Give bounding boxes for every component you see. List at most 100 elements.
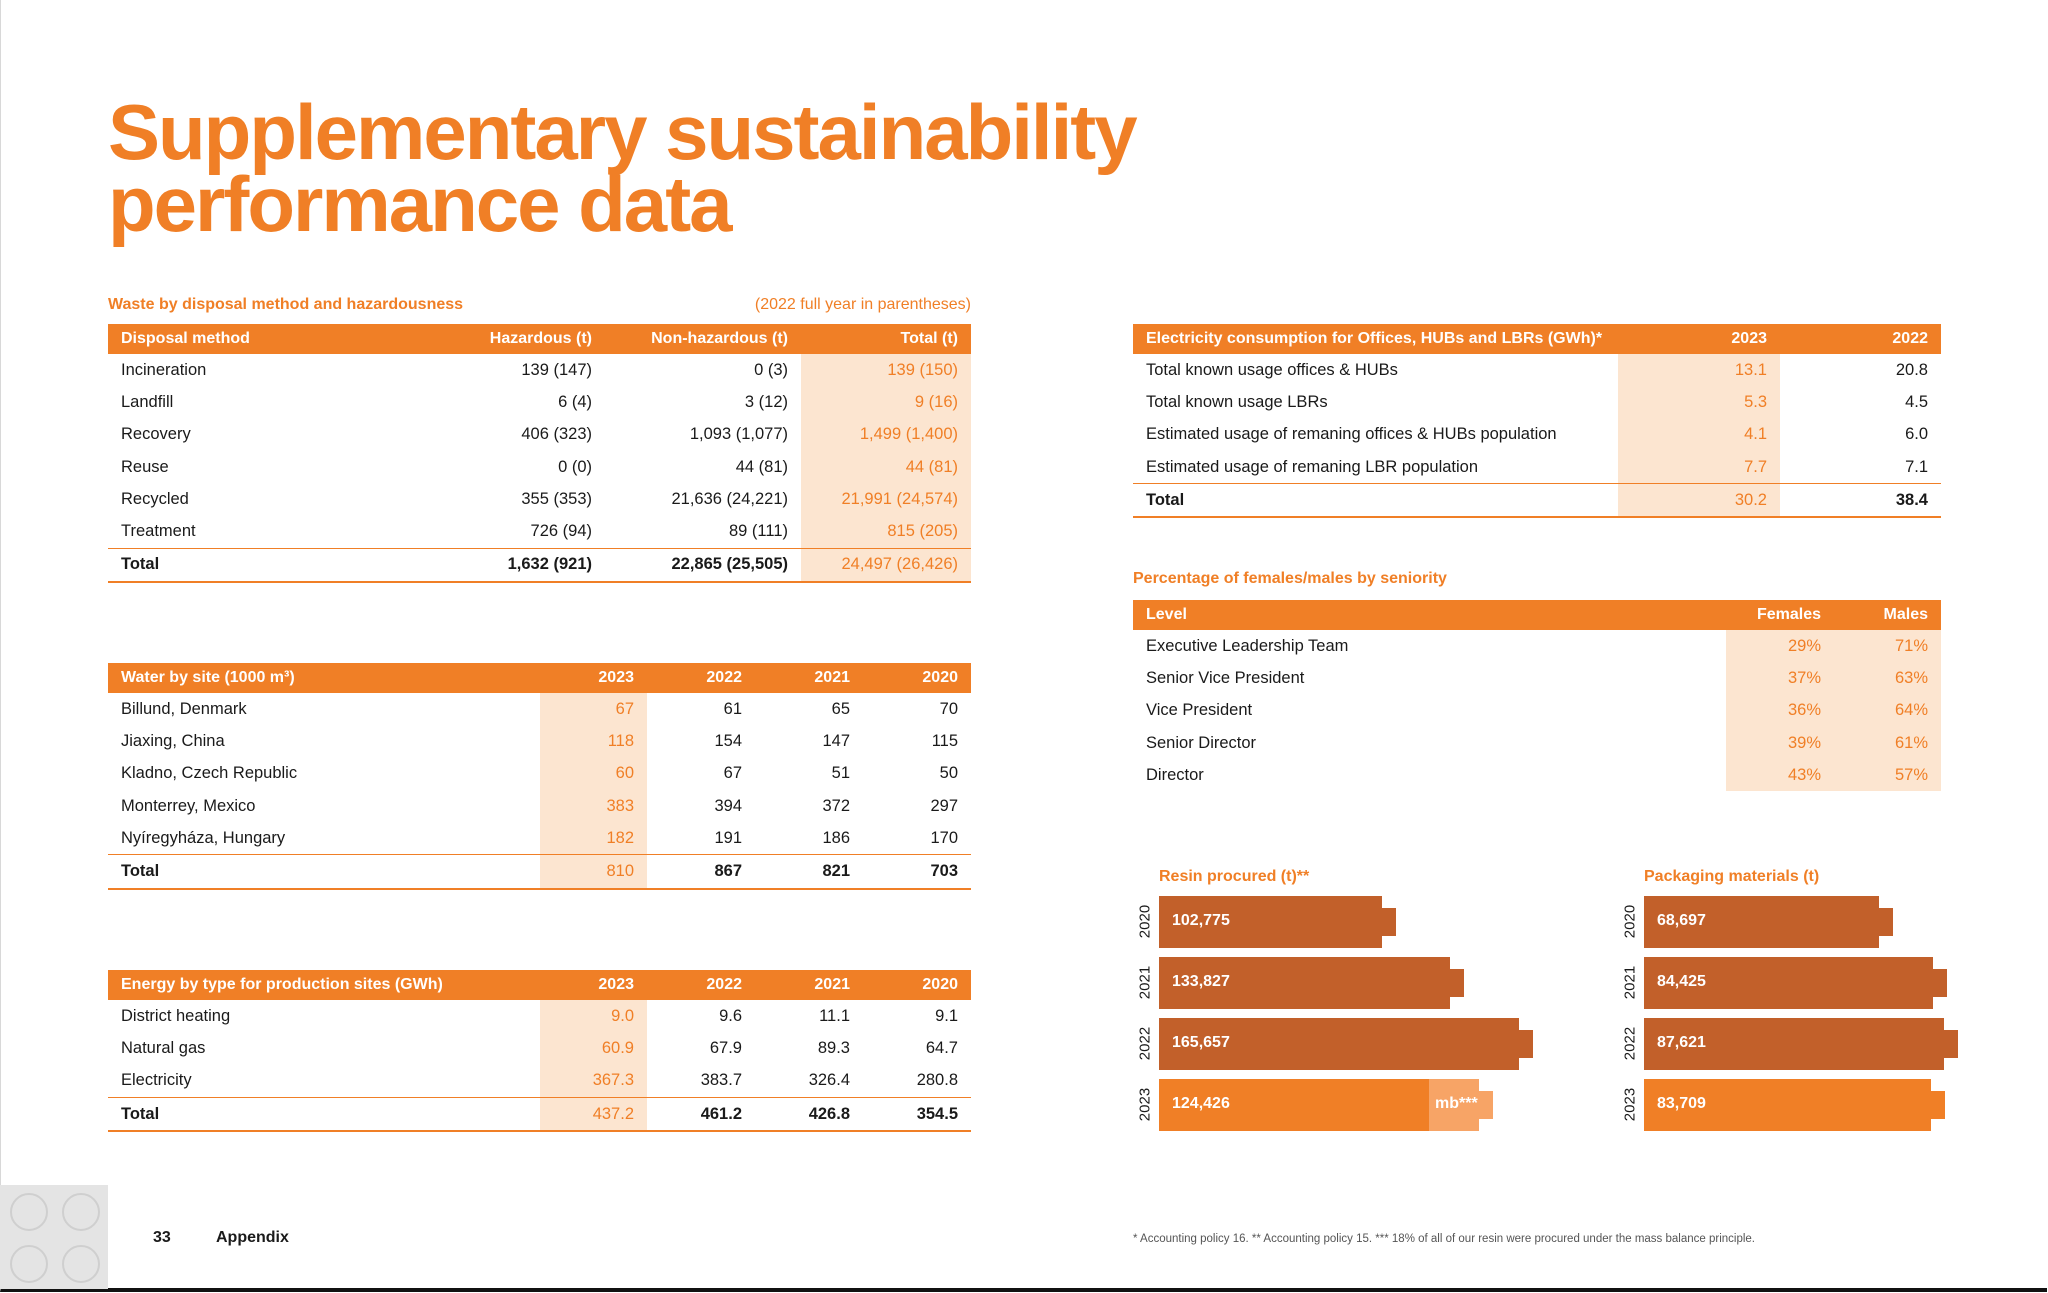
section-name: Appendix	[216, 1229, 289, 1246]
bar	[1644, 957, 1933, 1009]
seniority-cell: Senior Director	[1146, 733, 1257, 752]
waste-cell: 0 (3)	[754, 360, 788, 379]
electricity-cell: 7.7	[1618, 450, 1780, 484]
seniority-cell: Senior Vice President	[1146, 668, 1305, 687]
seniority-table-title: Percentage of females/males by seniority	[1133, 570, 1447, 587]
energy-row: Natural gas 60.9 67.9 89.3 64.7	[108, 1032, 971, 1065]
waste-cell: Recovery	[121, 425, 191, 444]
energy-cell: 326.4	[808, 1071, 850, 1090]
water-row: Monterrey, Mexico 383 394 372 297	[108, 789, 971, 823]
waste-cell: 21,636 (24,221)	[671, 489, 788, 508]
seniority-cell: 36%	[1726, 694, 1834, 727]
bar	[1644, 896, 1879, 948]
waste-cell: 139 (150)	[801, 354, 971, 387]
waste-cell: 21,991 (24,574)	[801, 483, 971, 516]
logo-dot-icon	[10, 1245, 48, 1283]
water-row: Billund, Denmark 67 61 65 70	[108, 693, 971, 726]
electricity-cell: Total	[1133, 483, 1618, 519]
water-cell: 65	[831, 699, 850, 718]
waste-table-note: (2022 full year in parentheses)	[754, 296, 971, 313]
seniority-cell: 63%	[1834, 662, 1941, 695]
water-cell: 50	[939, 764, 958, 783]
seniority-cell: 57%	[1834, 759, 1941, 792]
waste-header-total: Total (t)	[801, 324, 971, 354]
water-cell: 186	[822, 828, 850, 847]
seniority-row: Senior Vice President 37% 63%	[1133, 662, 1941, 695]
seniority-cell: Vice President	[1146, 701, 1253, 720]
energy-cell: 9.1	[935, 1006, 958, 1025]
waste-cell: Treatment	[121, 522, 196, 541]
seniority-cell: 71%	[1834, 630, 1941, 663]
water-cell: 67	[723, 764, 742, 783]
bar	[1159, 896, 1382, 948]
bar-value-label: 68,697	[1657, 912, 1706, 929]
bar	[1159, 1018, 1519, 1070]
energy-cell: 9.6	[719, 1006, 742, 1025]
electricity-cell: Total known usage offices & HUBs	[1146, 360, 1398, 379]
water-cell: 821	[755, 854, 863, 890]
water-header-2021: 2021	[755, 663, 863, 693]
waste-row: Treatment 726 (94) 89 (111) 815 (205)	[108, 515, 971, 549]
energy-cell: 354.5	[863, 1096, 971, 1133]
water-cell: Total	[108, 854, 540, 890]
resin-chart-title: Resin procured (t)**	[1159, 868, 1310, 885]
water-cell: 51	[831, 764, 850, 783]
waste-cell: Total	[108, 547, 430, 584]
water-cell: 115	[931, 731, 958, 750]
energy-cell: 383.7	[700, 1071, 742, 1090]
mass-balance-label: mb***	[1435, 1095, 1478, 1112]
water-header-2020: 2020	[863, 663, 971, 693]
bar	[1644, 1079, 1931, 1131]
bar-value-label: 133,827	[1172, 973, 1230, 990]
electricity-cell: 7.1	[1905, 457, 1928, 476]
waste-row: Landfill 6 (4) 3 (12) 9 (16)	[108, 386, 971, 419]
bar-stud	[1450, 969, 1464, 997]
electricity-row: Estimated usage of remaning LBR populati…	[1133, 450, 1941, 484]
year-label: 2021	[1136, 965, 1154, 1000]
water-cell: 147	[822, 731, 850, 750]
waste-header-nonhazardous: Non-hazardous (t)	[605, 324, 801, 354]
energy-cell: 280.8	[916, 1071, 958, 1090]
waste-cell: Incineration	[121, 360, 207, 379]
water-row: Nyíregyháza, Hungary 182 191 186 170	[108, 822, 971, 855]
page-title-line2: performance data	[108, 160, 733, 248]
electricity-cell: Estimated usage of remaning LBR populati…	[1146, 457, 1479, 476]
water-cell: 70	[939, 699, 958, 718]
water-row: Jiaxing, China 118 154 147 115	[108, 725, 971, 758]
seniority-row: Director 43% 57%	[1133, 759, 1941, 792]
energy-cell: 426.8	[755, 1096, 863, 1133]
water-cell: 191	[714, 828, 742, 847]
energy-cell: Total	[108, 1096, 540, 1133]
waste-row: Recovery 406 (323) 1,093 (1,077) 1,499 (1,4…	[108, 418, 971, 451]
bar-value-label: 87,621	[1657, 1034, 1706, 1051]
seniority-header-females: Females	[1726, 600, 1834, 630]
bar-value-label: 84,425	[1657, 973, 1706, 990]
packaging-chart-title: Packaging materials (t)	[1644, 868, 1820, 885]
water-cell: 394	[714, 796, 742, 815]
water-cell: Kladno, Czech Republic	[121, 764, 298, 783]
waste-cell: 726 (94)	[530, 522, 592, 541]
electricity-cell: 13.1	[1618, 354, 1780, 387]
waste-cell: 44 (81)	[735, 457, 788, 476]
electricity-header-2023: 2023	[1618, 324, 1780, 354]
waste-cell: 1,632 (921)	[430, 547, 605, 584]
water-cell: 703	[863, 854, 971, 890]
seniority-cell: 37%	[1726, 662, 1834, 695]
year-label: 2022	[1136, 1026, 1154, 1061]
seniority-cell: 39%	[1726, 726, 1834, 760]
electricity-cell: 38.4	[1780, 483, 1941, 519]
waste-cell: 22,865 (25,505)	[605, 547, 801, 584]
electricity-total-row: Total 30.2 38.4	[1133, 483, 1941, 519]
waste-cell: 139 (147)	[521, 360, 592, 379]
water-cell: Jiaxing, China	[121, 731, 225, 750]
water-cell: 372	[822, 796, 850, 815]
energy-header-2023: 2023	[540, 970, 647, 1000]
water-cell: 60	[540, 757, 647, 790]
energy-total-row: Total 437.2 461.2 426.8 354.5	[108, 1096, 971, 1133]
footnote: * Accounting policy 16. ** Accounting po…	[1133, 1233, 1755, 1245]
seniority-row: Vice President 36% 64%	[1133, 694, 1941, 727]
electricity-cell: Estimated usage of remaning offices & HU…	[1146, 425, 1557, 444]
waste-cell: Reuse	[121, 457, 169, 476]
water-row: Kladno, Czech Republic 60 67 51 50	[108, 757, 971, 790]
waste-cell: 89 (111)	[728, 522, 788, 541]
